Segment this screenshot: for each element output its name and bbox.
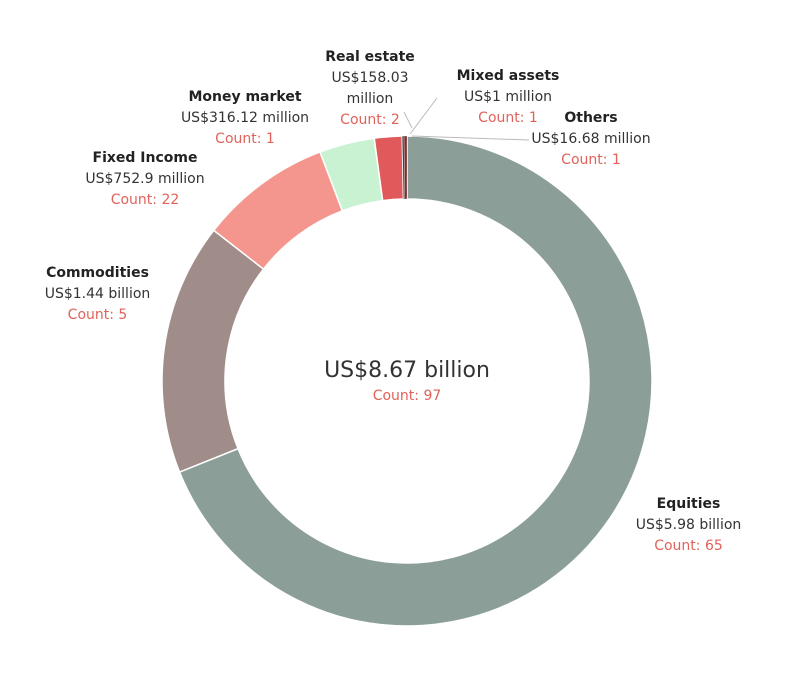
segment-name: Others [564,110,618,126]
segment-count: Count: 65 [654,538,723,554]
label-money-market: Money market US$316.12 million Count: 1 [165,87,325,150]
segment-name: Fixed Income [92,150,198,166]
label-mixed-assets: Mixed assets US$1 million Count: 1 [448,66,568,129]
label-others: Others US$16.68 million Count: 1 [521,108,661,171]
slice-commodities[interactable] [161,229,265,474]
donut-slices [161,135,653,627]
segment-value: US$1 million [463,89,553,105]
leader-line-real-estate [403,111,413,129]
label-equities: Equities US$5.98 billion Count: 65 [626,494,751,557]
segment-count: Count: 1 [478,110,538,126]
segment-value: US$5.98 billion [635,517,742,533]
label-fixed-income: Fixed Income US$752.9 million Count: 22 [70,148,220,211]
segment-name: Mixed assets [456,68,560,84]
slice-equities[interactable] [178,135,653,627]
segment-name: Commodities [46,265,149,281]
segment-count: Count: 1 [561,152,621,168]
segment-value: US$16.68 million [531,131,651,147]
segment-count: Count: 5 [67,307,128,323]
leader-line-others [411,135,530,141]
segment-value: US$316.12 million [180,110,310,126]
donut-center-label: US$8.67 billion Count: 97 [257,356,557,406]
leader-line-mixed-assets [409,97,438,135]
segment-value: US$752.9 million [85,171,205,187]
slice-others[interactable] [403,135,408,200]
label-commodities: Commodities US$1.44 billion Count: 5 [30,263,165,326]
segment-name: Equities [656,496,721,512]
segment-value: US$158.03 million [331,70,409,107]
leader-lines [403,97,530,141]
segment-name: Money market [188,89,302,105]
segment-count: Count: 2 [340,112,400,128]
segment-count: Count: 1 [215,131,275,147]
segment-value: US$1.44 billion [44,286,151,302]
total-count: Count: 97 [372,388,442,404]
segment-count: Count: 22 [110,192,180,208]
label-real-estate: Real estate US$158.03 million Count: 2 [320,47,420,131]
total-value: US$8.67 billion [324,358,490,383]
segment-name: Real estate [325,49,415,65]
